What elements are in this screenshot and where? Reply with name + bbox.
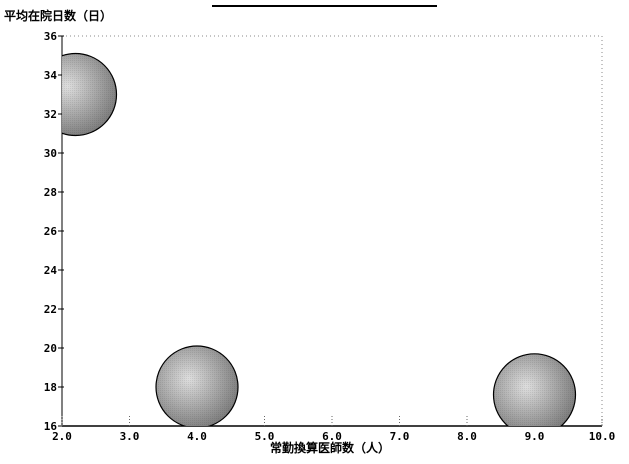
x-tick-label-4: 6.0 — [322, 430, 342, 443]
y-tick-label-10: 36 — [44, 30, 58, 43]
bubble-texture-2 — [493, 353, 576, 426]
x-tick-label-2: 4.0 — [187, 430, 207, 443]
y-tick-label-6: 28 — [44, 186, 57, 199]
x-axis-title: 常勤換算医師数（人） — [270, 440, 390, 455]
bubble-series — [62, 52, 577, 426]
y-tick-label-1: 18 — [44, 381, 57, 394]
x-tick-label-6: 8.0 — [457, 430, 477, 443]
bubble-texture-1 — [156, 346, 238, 426]
x-tick-label-1: 3.0 — [120, 430, 140, 443]
x-tick-label-3: 5.0 — [255, 430, 275, 443]
y-tick-label-4: 24 — [44, 264, 58, 277]
x-tick-label-8: 10.0 — [589, 430, 616, 443]
y-tick-label-7: 30 — [44, 147, 57, 160]
x-tick-label-5: 7.0 — [390, 430, 410, 443]
y-tick-label-0: 16 — [44, 420, 58, 433]
x-tick-label-7: 9.0 — [525, 430, 545, 443]
y-tick-label-3: 22 — [44, 303, 57, 316]
bubble-texture-0 — [62, 53, 117, 136]
y-tick-label-5: 26 — [44, 225, 58, 238]
y-axis-title: 平均在院日数（日） — [4, 8, 112, 23]
y-tick-label-8: 32 — [44, 108, 57, 121]
y-tick-label-9: 34 — [44, 69, 58, 82]
x-tick-label-0: 2.0 — [52, 430, 72, 443]
y-tick-label-2: 20 — [44, 342, 57, 355]
